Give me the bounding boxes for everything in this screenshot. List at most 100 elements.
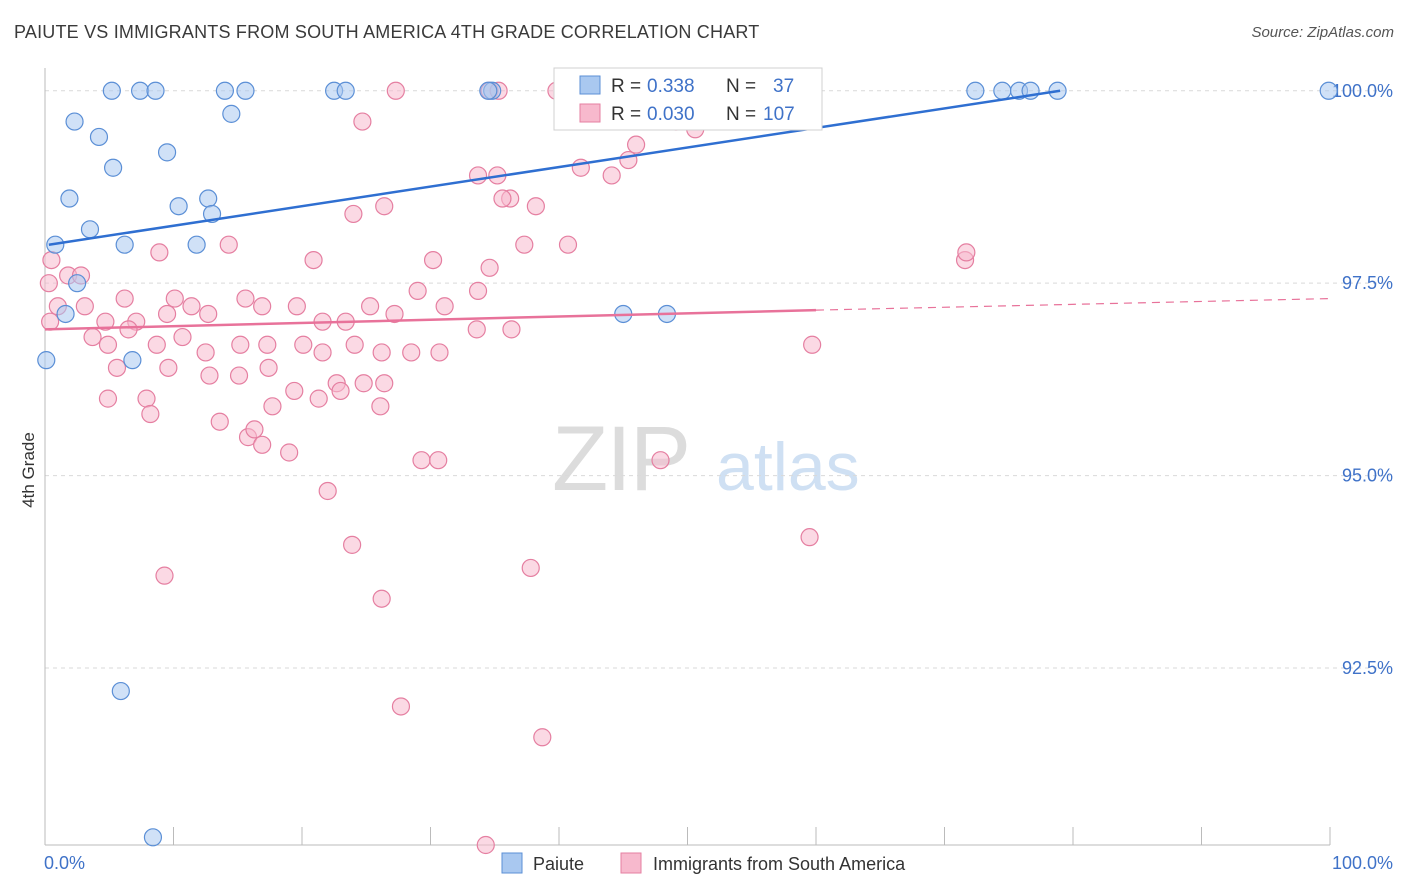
- immigrants-point: [372, 343, 391, 362]
- paiute-point: [187, 235, 206, 254]
- paiute-point: [68, 274, 87, 293]
- immigrants-point: [258, 335, 277, 354]
- immigrants-point: [182, 297, 201, 316]
- paiute-point: [336, 81, 355, 100]
- immigrants-point: [229, 366, 249, 385]
- paiute-point: [65, 112, 84, 131]
- immigrants-point: [957, 243, 976, 262]
- immigrants-point: [476, 835, 495, 855]
- immigrants-point: [150, 243, 169, 262]
- immigrants-point: [430, 343, 449, 362]
- paiute-point: [479, 81, 498, 100]
- immigrants-point: [468, 281, 488, 300]
- immigrants-point: [155, 566, 174, 585]
- immigrants-point: [210, 412, 229, 431]
- paiute-point: [215, 81, 234, 100]
- immigrants-point: [231, 335, 250, 354]
- immigrants-point: [96, 312, 115, 331]
- immigrants-point: [343, 535, 362, 554]
- paiute-point: [966, 81, 985, 100]
- legend-immigrants-swatch: [579, 103, 601, 123]
- immigrants-point: [558, 235, 578, 254]
- immigrants-point: [408, 281, 427, 300]
- immigrants-point: [173, 327, 192, 347]
- immigrants-point: [391, 697, 411, 716]
- immigrants-point: [354, 374, 373, 393]
- paiute-point: [157, 143, 177, 162]
- paiute-point: [111, 681, 130, 701]
- paiute-point: [236, 81, 255, 100]
- series-paiute-points: [37, 81, 1338, 847]
- immigrants-point: [493, 189, 512, 208]
- legend-paiute-r-label: R =: [611, 76, 641, 97]
- immigrants-point: [385, 304, 404, 324]
- chart-title: PAIUTE VS IMMIGRANTS FROM SOUTH AMERICA …: [14, 22, 760, 42]
- immigrants-point: [467, 320, 486, 339]
- chart-source: Source: ZipAtlas.com: [1251, 24, 1394, 41]
- paiute-point: [169, 197, 188, 216]
- y-tick-label: 95.0%: [1342, 466, 1393, 486]
- immigrants-point: [803, 335, 822, 354]
- immigrants-point: [429, 451, 448, 470]
- paiute-point: [199, 189, 218, 208]
- immigrants-trend-line: [44, 308, 817, 331]
- y-tick-label: 100.0%: [1332, 81, 1393, 101]
- paiute-point: [102, 81, 121, 100]
- immigrants-point: [263, 397, 282, 416]
- legend-immigrants-n-label: N =: [726, 104, 756, 125]
- legend-bottom-paiute-label: Paiute: [533, 854, 584, 874]
- y-tick-label: 97.5%: [1342, 273, 1393, 293]
- legend-immigrants-n-value: 107: [763, 104, 795, 125]
- legend-paiute-n-value: 37: [773, 76, 794, 97]
- y-tick-label: 92.5%: [1342, 658, 1393, 678]
- legend-bottom-immigrants-swatch: [620, 852, 642, 874]
- immigrants-point: [200, 366, 219, 385]
- legend-bottom-paiute-swatch: [501, 852, 523, 874]
- immigrants-point: [165, 289, 184, 308]
- paiute-point: [123, 351, 142, 370]
- paiute-point: [115, 235, 134, 254]
- immigrants-point: [651, 451, 670, 470]
- immigrants-point: [800, 528, 819, 547]
- immigrants-point: [361, 297, 380, 316]
- immigrants-point: [502, 320, 521, 339]
- series-immigrants-points: [39, 81, 976, 855]
- immigrants-point: [371, 397, 390, 416]
- immigrants-point: [196, 343, 215, 362]
- immigrants-point: [42, 250, 61, 270]
- immigrants-point: [75, 297, 94, 316]
- immigrants-point: [412, 451, 431, 470]
- immigrants-point: [386, 81, 405, 100]
- legend-paiute-n-label: N =: [726, 76, 756, 97]
- immigrants-point: [435, 297, 454, 316]
- paiute-point: [222, 104, 241, 123]
- paiute-point: [104, 158, 123, 177]
- legend-immigrants-r-value: 0.030: [647, 104, 695, 125]
- immigrants-point: [345, 335, 364, 354]
- immigrants-point: [423, 250, 443, 270]
- x-tick-label: 100.0%: [1332, 853, 1393, 873]
- immigrants-point: [159, 358, 178, 377]
- paiute-point: [60, 189, 79, 208]
- paiute-point: [146, 81, 165, 100]
- immigrants-point: [253, 297, 272, 316]
- immigrants-point: [285, 381, 304, 401]
- immigrants-point: [83, 327, 102, 347]
- paiute-point: [80, 220, 100, 239]
- immigrants-point: [141, 404, 160, 424]
- immigrants-point: [626, 135, 646, 154]
- immigrants-point: [526, 197, 545, 216]
- immigrants-point: [199, 304, 218, 324]
- immigrants-point: [98, 389, 118, 408]
- immigrants-point: [602, 166, 621, 185]
- immigrants-point: [98, 335, 118, 354]
- immigrants-point: [304, 250, 323, 270]
- immigrants-point: [287, 297, 306, 316]
- immigrants-point: [344, 204, 363, 224]
- immigrants-point: [137, 389, 156, 408]
- legend-immigrants-r-label: R =: [611, 104, 641, 125]
- legend-bottom-immigrants-label: Immigrants from South America: [653, 854, 906, 874]
- legend-paiute-r-value: 0.338: [647, 76, 695, 97]
- immigrants-point: [107, 358, 127, 377]
